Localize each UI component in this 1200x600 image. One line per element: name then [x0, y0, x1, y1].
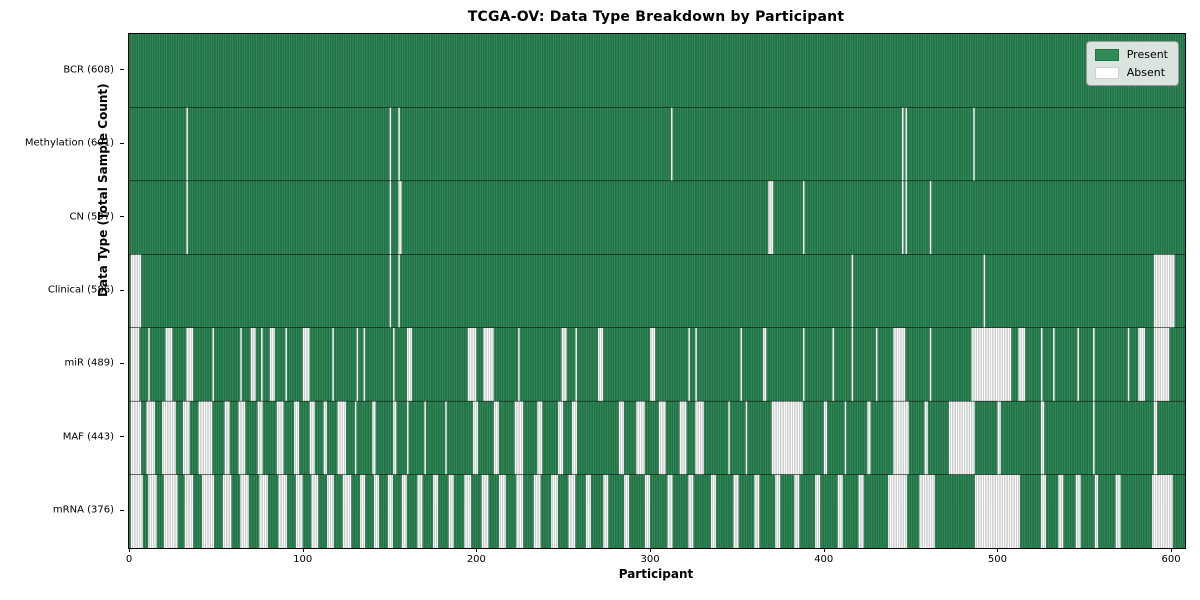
x-tick-label-400: 400 [814, 554, 834, 565]
y-tick-mark [120, 289, 124, 291]
plot-area: Present Absent [128, 33, 1186, 549]
y-tick-label-BCR: BCR (608) [63, 64, 114, 76]
legend: Present Absent [1085, 41, 1179, 86]
y-tick-label-mRNA: mRNA (376) [52, 504, 114, 516]
legend-label-present: Present [1126, 48, 1168, 61]
y-tick-label-Methylation: Methylation (601) [24, 137, 114, 149]
y-tick-mark [120, 216, 124, 218]
x-tick-label-100: 100 [293, 554, 313, 565]
x-tick-mark [650, 548, 652, 552]
y-tick-label-Clinical: Clinical (586) [47, 284, 114, 296]
y-tick-label-CN: CN (597) [69, 211, 114, 223]
legend-item-present: Present [1094, 48, 1168, 61]
y-tick-label-miR: miR (489) [64, 357, 114, 369]
present-swatch [1094, 48, 1119, 61]
y-tick-mark [120, 142, 124, 144]
y-tick-label-MAF: MAF (443) [62, 431, 114, 443]
x-tick-label-200: 200 [466, 554, 486, 565]
x-tick-mark [129, 548, 130, 552]
x-tick-mark [302, 548, 304, 552]
y-axis-ticks: BCR (608) Methylation (601) CN (597) Clinic… [0, 33, 124, 547]
legend-label-absent: Absent [1126, 66, 1166, 79]
x-tick-mark [476, 548, 478, 552]
x-tick-mark [1171, 548, 1173, 552]
x-tick-label-300: 300 [640, 554, 660, 565]
heatmap-canvas [129, 34, 1185, 548]
y-tick-mark [120, 362, 124, 364]
y-tick-mark [120, 69, 124, 71]
y-tick-mark [120, 436, 124, 438]
absent-swatch [1094, 66, 1119, 79]
x-tick-mark [997, 548, 999, 552]
x-tick-mark [823, 548, 825, 552]
y-tick-mark [120, 509, 124, 511]
chart-title: TCGA-OV: Data Type Breakdown by Particip… [467, 9, 845, 25]
x-tick-label-600: 600 [1161, 554, 1181, 565]
x-axis-label: Participant [618, 567, 694, 581]
x-tick-label-500: 500 [987, 554, 1007, 565]
x-tick-label-0: 0 [125, 554, 133, 565]
x-axis-ticks: 0 100 200 300 400 500 600 [125, 548, 1186, 568]
legend-item-absent: Absent [1094, 66, 1168, 79]
